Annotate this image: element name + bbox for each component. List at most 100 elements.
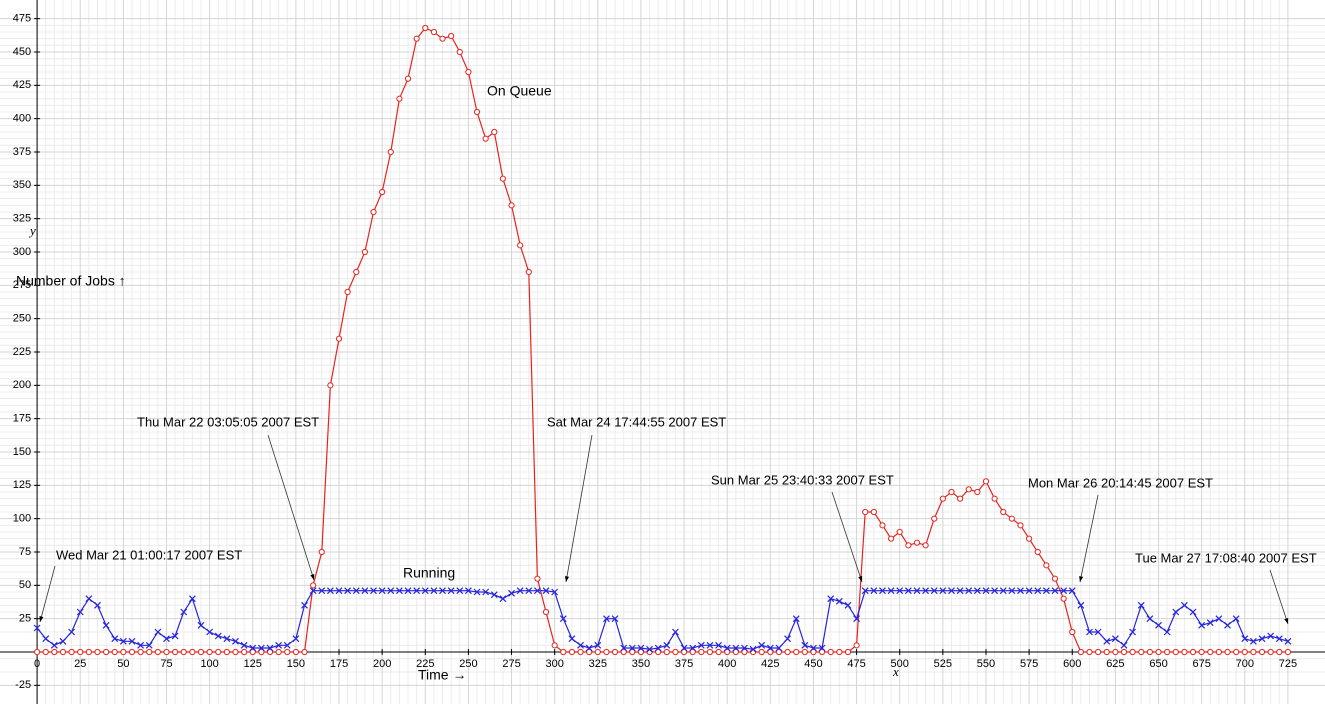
point bbox=[33, 624, 41, 632]
y-tick-label: 25 bbox=[19, 613, 31, 625]
point bbox=[1155, 621, 1162, 629]
point bbox=[387, 587, 395, 595]
x-axis-label: Time → bbox=[418, 667, 466, 683]
point bbox=[1172, 648, 1179, 656]
point bbox=[680, 648, 688, 656]
point bbox=[189, 648, 196, 656]
point bbox=[1060, 595, 1067, 602]
point bbox=[1215, 615, 1223, 623]
x-tick-label: 25 bbox=[74, 658, 86, 670]
point bbox=[611, 615, 619, 623]
point bbox=[422, 24, 429, 32]
point bbox=[241, 648, 248, 656]
point bbox=[517, 242, 524, 249]
point bbox=[784, 648, 791, 656]
point bbox=[137, 648, 144, 656]
point bbox=[68, 628, 76, 636]
point bbox=[42, 648, 49, 656]
point bbox=[1000, 508, 1007, 516]
point bbox=[292, 635, 300, 643]
point bbox=[413, 35, 420, 42]
point bbox=[301, 648, 308, 656]
point bbox=[879, 587, 886, 595]
point bbox=[887, 535, 895, 542]
point bbox=[724, 648, 731, 656]
point bbox=[154, 628, 162, 636]
point bbox=[197, 621, 205, 629]
point bbox=[689, 648, 696, 656]
point bbox=[1241, 635, 1249, 643]
point bbox=[370, 587, 377, 595]
point bbox=[232, 637, 239, 645]
point bbox=[120, 648, 127, 656]
point bbox=[197, 648, 205, 656]
y-tick-label: 475 bbox=[13, 13, 31, 25]
point bbox=[301, 601, 308, 609]
point bbox=[637, 648, 645, 656]
point bbox=[853, 642, 860, 649]
point bbox=[913, 587, 921, 595]
y-tick-label: 425 bbox=[13, 79, 31, 91]
y-tick-label: 375 bbox=[13, 146, 31, 158]
point bbox=[473, 588, 481, 596]
point bbox=[939, 495, 946, 502]
point bbox=[810, 644, 817, 652]
x-tick-label: 625 bbox=[1106, 658, 1124, 670]
point bbox=[42, 635, 50, 643]
point bbox=[1284, 637, 1292, 645]
point bbox=[1034, 548, 1041, 556]
point bbox=[999, 587, 1007, 595]
point bbox=[284, 648, 291, 656]
y-tick-label: 300 bbox=[13, 246, 31, 258]
point bbox=[594, 648, 601, 656]
point bbox=[680, 644, 688, 652]
point bbox=[59, 648, 67, 656]
x-tick-label: 100 bbox=[200, 658, 218, 670]
point bbox=[1086, 628, 1093, 636]
point bbox=[33, 648, 41, 656]
point bbox=[879, 522, 886, 529]
point bbox=[171, 632, 179, 640]
point bbox=[1163, 628, 1171, 636]
point bbox=[732, 644, 740, 652]
point bbox=[508, 202, 515, 209]
point bbox=[1138, 648, 1145, 656]
point bbox=[370, 208, 377, 216]
point bbox=[456, 48, 463, 56]
point bbox=[59, 637, 67, 645]
point bbox=[379, 188, 386, 196]
point bbox=[1267, 648, 1274, 656]
point bbox=[1077, 601, 1085, 609]
point bbox=[1112, 648, 1119, 656]
arrow-head bbox=[39, 616, 44, 622]
x-tick-label: 725 bbox=[1279, 658, 1297, 670]
point bbox=[818, 648, 826, 656]
x-tick-label: 350 bbox=[632, 658, 650, 670]
point bbox=[1250, 648, 1257, 656]
point bbox=[335, 335, 343, 342]
point bbox=[257, 644, 265, 652]
point bbox=[1043, 562, 1050, 569]
point bbox=[456, 587, 464, 595]
y-tick-label: 150 bbox=[13, 446, 31, 458]
point bbox=[1069, 628, 1076, 636]
point bbox=[94, 648, 101, 656]
point bbox=[551, 588, 559, 596]
point bbox=[525, 587, 533, 595]
point bbox=[844, 601, 852, 609]
point bbox=[801, 648, 808, 656]
point bbox=[378, 587, 386, 595]
point bbox=[551, 642, 558, 649]
point bbox=[741, 648, 748, 656]
y-tick-label: 100 bbox=[13, 513, 31, 525]
point bbox=[128, 648, 136, 656]
point bbox=[827, 595, 835, 603]
point bbox=[215, 648, 222, 656]
point bbox=[620, 648, 627, 656]
point bbox=[758, 641, 766, 649]
point bbox=[318, 548, 325, 556]
point bbox=[810, 648, 817, 656]
point bbox=[1068, 587, 1076, 595]
